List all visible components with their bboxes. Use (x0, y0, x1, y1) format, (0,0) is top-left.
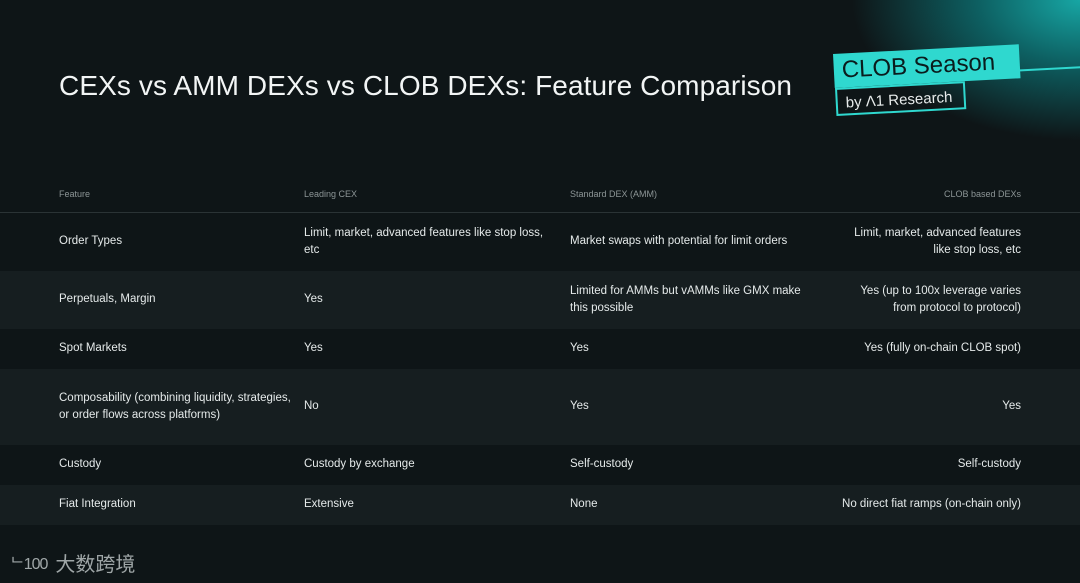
comparison-table: Feature Leading CEX Standard DEX (AMM) C… (0, 176, 1080, 525)
header-standard-dex: Standard DEX (AMM) (570, 176, 836, 213)
cex-cell: Yes (304, 342, 323, 355)
watermark-text: 大数跨境 (55, 553, 136, 576)
logo-main-text: CLOB Season (833, 44, 1021, 88)
clob-cell: No direct fiat ramps (on-chain only) (842, 498, 1021, 511)
clob-cell: Yes (1002, 400, 1021, 413)
feature-cell: Order Types (59, 235, 123, 248)
feature-cell: Composability (combining liquidity, stra… (59, 391, 291, 422)
clob-cell: Yes (up to 100x leverage varies from pro… (860, 284, 1021, 315)
clob-cell: Limit, market, advanced features like st… (854, 226, 1021, 257)
feature-cell: Fiat Integration (59, 498, 136, 511)
amm-cell: None (570, 498, 598, 511)
cex-cell: Custody by exchange (304, 458, 415, 471)
amm-cell: Yes (570, 342, 589, 355)
feature-cell: Spot Markets (59, 342, 127, 355)
logo-sub-text: by Λ1 Research (835, 81, 967, 116)
cex-cell: No (304, 400, 319, 413)
table-header-row: Feature Leading CEX Standard DEX (AMM) C… (0, 176, 1080, 213)
amm-cell: Yes (570, 400, 589, 413)
amm-cell: Limited for AMMs but vAMMs like GMX make… (570, 284, 801, 315)
cex-cell: Yes (304, 293, 323, 306)
table-row: Spot Markets Yes Yes Yes (fully on-chain… (0, 329, 1080, 369)
header-feature: Feature (0, 176, 304, 213)
table-row: Custody Custody by exchange Self-custody… (0, 445, 1080, 485)
clob-cell: Yes (fully on-chain CLOB spot) (864, 342, 1021, 355)
watermark-logo: ᄂ100 (10, 556, 48, 573)
table-row: Composability (combining liquidity, stra… (0, 369, 1080, 445)
cex-cell: Limit, market, advanced features like st… (304, 226, 544, 257)
logo-accent-line (1012, 66, 1080, 72)
watermark: ᄂ100 大数跨境 (10, 549, 136, 576)
table-row: Order Types Limit, market, advanced feat… (0, 212, 1080, 271)
header-clob-dex: CLOB based DEXs (836, 176, 1080, 213)
feature-cell: Perpetuals, Margin (59, 293, 156, 306)
cex-cell: Extensive (304, 498, 354, 511)
page-title: CEXs vs AMM DEXs vs CLOB DEXs: Feature C… (59, 70, 793, 101)
clob-season-logo: CLOB Season by Λ1 Research (833, 44, 1080, 136)
clob-cell: Self-custody (957, 458, 1021, 471)
feature-cell: Custody (59, 458, 102, 471)
table-row: Perpetuals, Margin Yes Limited for AMMs … (0, 271, 1080, 329)
amm-cell: Market swaps with potential for limit or… (570, 235, 788, 248)
table-row: Fiat Integration Extensive None No direc… (0, 485, 1080, 525)
amm-cell: Self-custody (570, 458, 634, 471)
header-leading-cex: Leading CEX (304, 176, 570, 213)
